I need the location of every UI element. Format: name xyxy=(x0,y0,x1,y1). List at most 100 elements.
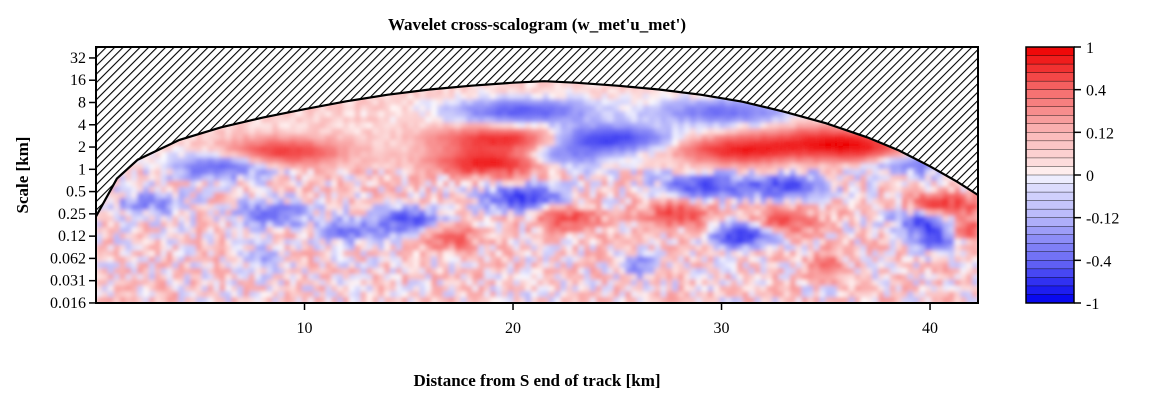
scalogram-cell xyxy=(513,81,521,89)
scalogram-cell xyxy=(795,116,803,124)
scalogram-cell xyxy=(613,128,621,136)
scalogram-cell xyxy=(725,227,732,234)
scalogram-cell xyxy=(342,111,350,118)
scalogram-cell xyxy=(778,227,785,234)
scalogram-cell xyxy=(660,192,668,200)
scalogram-cell xyxy=(766,209,773,217)
scalogram-cell xyxy=(401,163,409,170)
scalogram-cell xyxy=(795,122,803,130)
scalogram-cell xyxy=(701,128,709,136)
scalogram-cell xyxy=(154,157,162,165)
scalogram-cell xyxy=(701,186,709,194)
scalogram-cell xyxy=(678,180,685,188)
scalogram-cell xyxy=(390,122,397,130)
scalogram-cell xyxy=(143,227,150,234)
scalogram-cell xyxy=(725,163,732,170)
scalogram-cell xyxy=(448,163,456,170)
scalogram-cell xyxy=(425,105,432,112)
scalogram-cell xyxy=(419,128,427,136)
scalogram-cell xyxy=(789,151,797,159)
scalogram-cell xyxy=(419,204,427,211)
scalogram-cell xyxy=(878,157,885,165)
scalogram-cell xyxy=(689,128,697,136)
scalogram-cell xyxy=(736,221,744,229)
scalogram-cell xyxy=(348,209,356,217)
scalogram-cell xyxy=(272,169,280,176)
scalogram-cell xyxy=(731,198,738,205)
scalogram-cell xyxy=(772,198,779,205)
scalogram-cell xyxy=(195,186,203,194)
scalogram-cell xyxy=(437,175,444,182)
scalogram-cell xyxy=(484,192,491,200)
scalogram-cell xyxy=(395,169,403,176)
scalogram-cell xyxy=(542,151,550,159)
scalogram-cell xyxy=(354,145,362,153)
scalogram-cell xyxy=(184,151,191,159)
scalogram-cell xyxy=(390,93,397,101)
scalogram-cell xyxy=(548,145,556,153)
scalogram-cell xyxy=(713,192,721,200)
scalogram-cell xyxy=(401,180,409,188)
scalogram-cell xyxy=(636,192,644,200)
scalogram-cell xyxy=(742,186,750,194)
scalogram-cell xyxy=(878,145,885,153)
scalogram-cell xyxy=(395,122,403,130)
scalogram-cell xyxy=(519,169,527,176)
scalogram-cell xyxy=(572,233,579,240)
scalogram-cell xyxy=(531,116,538,124)
scalogram-cell xyxy=(789,122,797,130)
scalogram-cell xyxy=(666,186,674,194)
scalogram-cell xyxy=(895,204,903,211)
scalogram-cell xyxy=(354,111,362,118)
scalogram-cell xyxy=(313,204,321,211)
scalogram-cell xyxy=(813,169,821,176)
scalogram-cell xyxy=(501,145,509,153)
scalogram-cell xyxy=(495,157,503,165)
scalogram-cell xyxy=(319,111,327,118)
scalogram-cell xyxy=(772,180,779,188)
scalogram-cell xyxy=(748,227,756,234)
scalogram-cell xyxy=(878,227,885,234)
scalogram-cell xyxy=(878,186,885,194)
scalogram-cell xyxy=(678,140,685,147)
scalogram-cell xyxy=(972,215,978,223)
scalogram-cell xyxy=(725,198,732,205)
scalogram-cell xyxy=(478,111,485,118)
scalogram-cell xyxy=(143,186,150,194)
scalogram-cell xyxy=(354,233,362,240)
scalogram-cell xyxy=(631,215,638,223)
scalogram-cell xyxy=(631,204,638,211)
scalogram-cell xyxy=(819,140,826,147)
scalogram-cell xyxy=(760,180,768,188)
scalogram-cell xyxy=(331,134,338,141)
scalogram-cell xyxy=(613,233,621,240)
scalogram-cell xyxy=(395,221,403,229)
scalogram-cell xyxy=(866,209,873,217)
scalogram-cell xyxy=(489,227,497,234)
scalogram-cell xyxy=(701,215,709,223)
scalogram-cell xyxy=(284,122,291,130)
scalogram-cell xyxy=(254,180,262,188)
scalogram-cell xyxy=(284,128,291,136)
scalogram-cell xyxy=(537,198,544,205)
scalogram-cell xyxy=(301,215,309,223)
scalogram-cell xyxy=(113,239,121,246)
scalogram-cell xyxy=(519,145,527,153)
scalogram-cell xyxy=(866,163,873,170)
scalogram-cell xyxy=(601,151,609,159)
scalogram-cell xyxy=(284,157,291,165)
scalogram-cell xyxy=(525,163,532,170)
scalogram-cell xyxy=(225,180,233,188)
scalogram-cell xyxy=(648,134,656,141)
scalogram-cell xyxy=(660,111,668,118)
scalogram-cell xyxy=(601,192,609,200)
scalogram-cell xyxy=(484,93,491,101)
scalogram-cell xyxy=(125,215,133,223)
scalogram-cell xyxy=(584,221,591,229)
scalogram-cell xyxy=(525,192,532,200)
scalogram-cell xyxy=(190,151,197,159)
scalogram-cell xyxy=(654,175,662,182)
scalogram-cell xyxy=(854,134,862,141)
scalogram-cell xyxy=(566,175,574,182)
scalogram-cell xyxy=(578,198,585,205)
